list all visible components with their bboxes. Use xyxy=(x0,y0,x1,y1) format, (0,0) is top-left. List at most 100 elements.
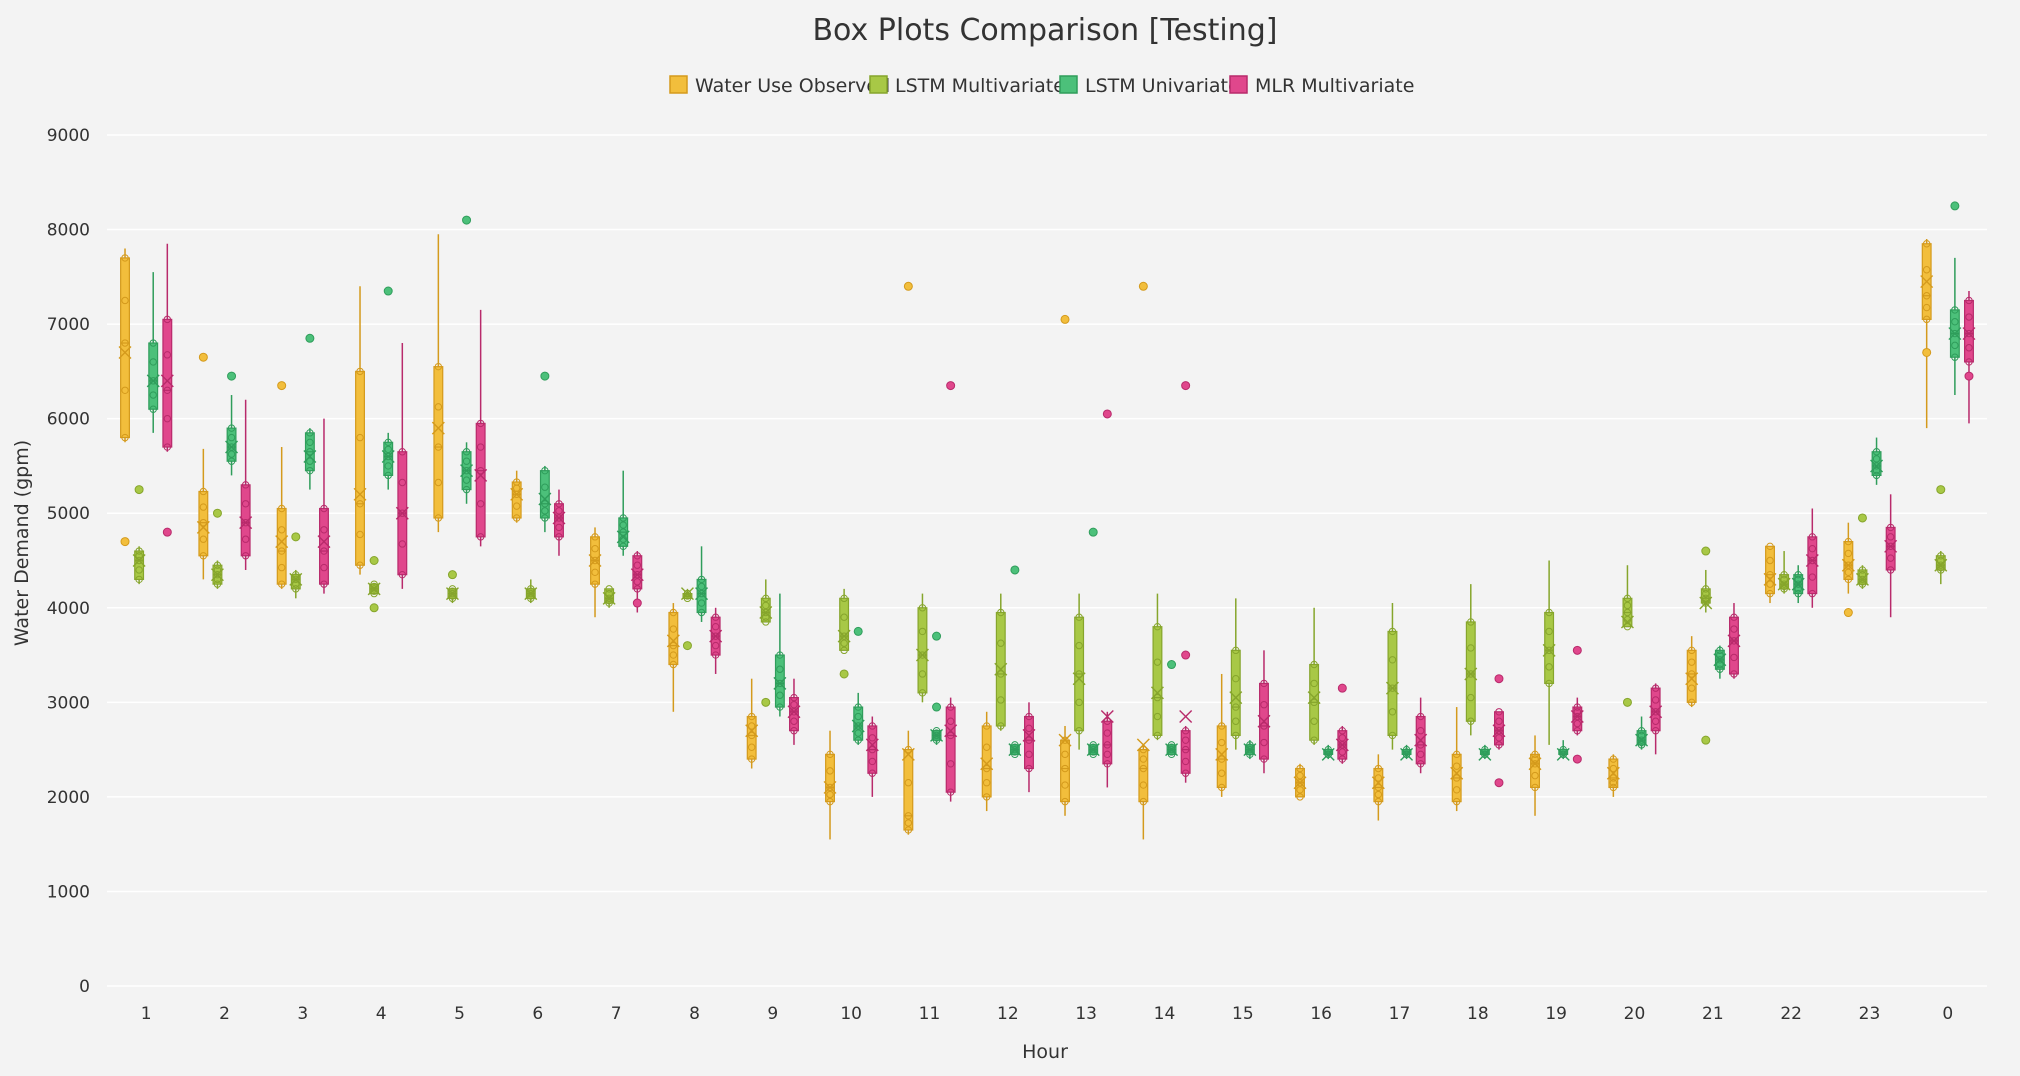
data-point xyxy=(711,651,720,659)
mean-marker xyxy=(787,705,801,719)
data-point xyxy=(213,575,222,584)
data-point xyxy=(1089,741,1097,749)
outlier-point xyxy=(134,485,144,495)
box xyxy=(1935,555,1946,571)
mean-marker xyxy=(1335,738,1349,752)
mean-marker xyxy=(1165,743,1179,757)
data-point xyxy=(1886,566,1895,574)
data-point xyxy=(1687,658,1696,666)
box xyxy=(1465,621,1476,722)
data-point xyxy=(1260,755,1268,763)
box-lstm-multivariate xyxy=(1542,560,1556,745)
data-point xyxy=(747,712,756,721)
outlier-point xyxy=(1138,281,1148,291)
data-point xyxy=(932,736,941,744)
box-water-use-observed xyxy=(1450,707,1464,812)
data-point xyxy=(790,717,798,725)
box-lstm-univariate xyxy=(1713,645,1727,679)
box-mlr-multivariate xyxy=(1022,702,1036,793)
data-point xyxy=(199,487,208,496)
data-point xyxy=(1623,622,1632,631)
data-point xyxy=(320,563,328,572)
data-point xyxy=(1937,556,1945,565)
box-water-use-observed xyxy=(1606,754,1620,797)
box-water-use-observed xyxy=(1293,763,1307,801)
legend: Water Use Observed LSTM Multivariate LSTM … xyxy=(669,75,1414,97)
data-point xyxy=(306,429,314,437)
y-tick-label: 2000 xyxy=(47,788,90,808)
data-point xyxy=(1260,700,1268,709)
data-point xyxy=(1545,646,1553,655)
data-point xyxy=(1716,665,1724,673)
box xyxy=(1857,569,1868,585)
data-point xyxy=(1573,703,1582,711)
data-point xyxy=(868,734,877,742)
box-water-use-observed xyxy=(353,286,367,575)
data-point xyxy=(868,745,877,754)
box-mlr-multivariate xyxy=(709,607,723,674)
data-point xyxy=(1388,731,1397,740)
data-point xyxy=(1872,466,1881,475)
legend-label: MLR Multivariate xyxy=(1255,75,1414,97)
legend-swatch xyxy=(669,75,688,94)
x-tick-label: 20 xyxy=(1624,1004,1646,1024)
mean-marker xyxy=(1150,686,1164,700)
data-point xyxy=(227,424,236,432)
box xyxy=(433,366,444,519)
data-point xyxy=(370,580,378,588)
box-lstm-univariate xyxy=(146,272,160,433)
data-point xyxy=(1011,745,1019,754)
data-point xyxy=(1780,575,1788,584)
data-point xyxy=(1573,719,1582,728)
box xyxy=(475,422,486,538)
outlier-point xyxy=(212,508,222,518)
data-point xyxy=(826,750,834,759)
box-mlr-multivariate xyxy=(1805,508,1819,608)
x-axis-label: Hour xyxy=(1022,1041,1068,1063)
data-point xyxy=(683,589,692,598)
data-point xyxy=(1844,561,1853,569)
data-point xyxy=(1922,292,1931,300)
data-point xyxy=(1844,575,1853,584)
legend-swatch xyxy=(1229,75,1248,94)
outlier-point xyxy=(1102,409,1112,419)
data-point xyxy=(541,466,549,475)
y-tick-label: 5000 xyxy=(47,504,90,524)
data-point xyxy=(1025,736,1033,744)
box xyxy=(319,507,329,585)
outlier-point xyxy=(462,215,472,225)
outlier-point xyxy=(198,352,208,362)
box xyxy=(746,715,757,760)
data-point xyxy=(1609,764,1618,773)
data-point xyxy=(1495,727,1503,735)
data-point xyxy=(555,533,563,541)
data-point xyxy=(1167,750,1176,759)
data-point xyxy=(1531,755,1539,763)
data-point xyxy=(946,703,955,711)
data-point xyxy=(1217,755,1226,763)
data-point xyxy=(982,764,991,773)
data-point xyxy=(306,457,314,465)
data-point xyxy=(1808,573,1817,581)
data-point xyxy=(1702,585,1710,593)
data-point xyxy=(711,632,720,640)
data-point xyxy=(854,736,862,744)
data-point xyxy=(163,315,172,324)
box xyxy=(839,597,850,651)
mean-marker xyxy=(1948,327,1962,341)
data-point xyxy=(1061,736,1069,744)
data-point xyxy=(1716,660,1724,669)
box-lstm-multivariate xyxy=(759,579,773,707)
data-point xyxy=(241,552,250,560)
data-point xyxy=(1766,580,1774,588)
outlier-point xyxy=(1088,527,1098,537)
data-point xyxy=(149,358,157,366)
mean-marker xyxy=(552,511,566,525)
mean-marker xyxy=(381,449,395,463)
data-point xyxy=(320,504,328,513)
data-point xyxy=(840,613,848,621)
box-lstm-univariate xyxy=(225,371,239,476)
mean-marker xyxy=(1791,577,1805,591)
mean-marker xyxy=(1542,643,1556,657)
mean-marker xyxy=(1179,710,1193,724)
